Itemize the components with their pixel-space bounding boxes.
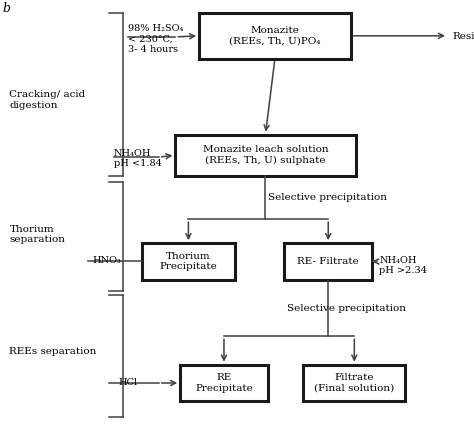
FancyBboxPatch shape bbox=[175, 135, 356, 176]
Text: NH₄OH
pH <1.84: NH₄OH pH <1.84 bbox=[114, 149, 162, 168]
Text: b: b bbox=[2, 2, 10, 15]
FancyBboxPatch shape bbox=[180, 365, 268, 401]
FancyBboxPatch shape bbox=[199, 13, 351, 59]
Text: NH₄OH
pH >2.34: NH₄OH pH >2.34 bbox=[379, 256, 427, 275]
FancyBboxPatch shape bbox=[284, 243, 372, 280]
FancyBboxPatch shape bbox=[303, 365, 405, 401]
Text: Selective precipitation: Selective precipitation bbox=[286, 304, 406, 312]
Text: RE
Precipitate: RE Precipitate bbox=[195, 373, 253, 393]
Text: HCl: HCl bbox=[118, 378, 137, 387]
Text: Thorium
Precipitate: Thorium Precipitate bbox=[160, 252, 217, 271]
Text: REEs separation: REEs separation bbox=[9, 347, 97, 356]
Text: Thorium
separation: Thorium separation bbox=[9, 225, 65, 244]
Text: Residue: Residue bbox=[453, 33, 474, 41]
Text: Filtrate
(Final solution): Filtrate (Final solution) bbox=[314, 373, 394, 393]
Text: RE- Filtrate: RE- Filtrate bbox=[297, 257, 359, 266]
Text: Monazite
(REEs, Th, U)PO₄: Monazite (REEs, Th, U)PO₄ bbox=[229, 26, 321, 46]
Text: HNO₃: HNO₃ bbox=[92, 256, 121, 265]
Text: Selective precipitation: Selective precipitation bbox=[267, 193, 387, 202]
Text: Cracking/ acid
digestion: Cracking/ acid digestion bbox=[9, 90, 86, 109]
FancyBboxPatch shape bbox=[142, 243, 235, 280]
Text: 98% H₂SO₄
< 230°C,
3- 4 hours: 98% H₂SO₄ < 230°C, 3- 4 hours bbox=[128, 24, 183, 54]
Text: Monazite leach solution
(REEs, Th, U) sulphate: Monazite leach solution (REEs, Th, U) su… bbox=[202, 145, 328, 165]
